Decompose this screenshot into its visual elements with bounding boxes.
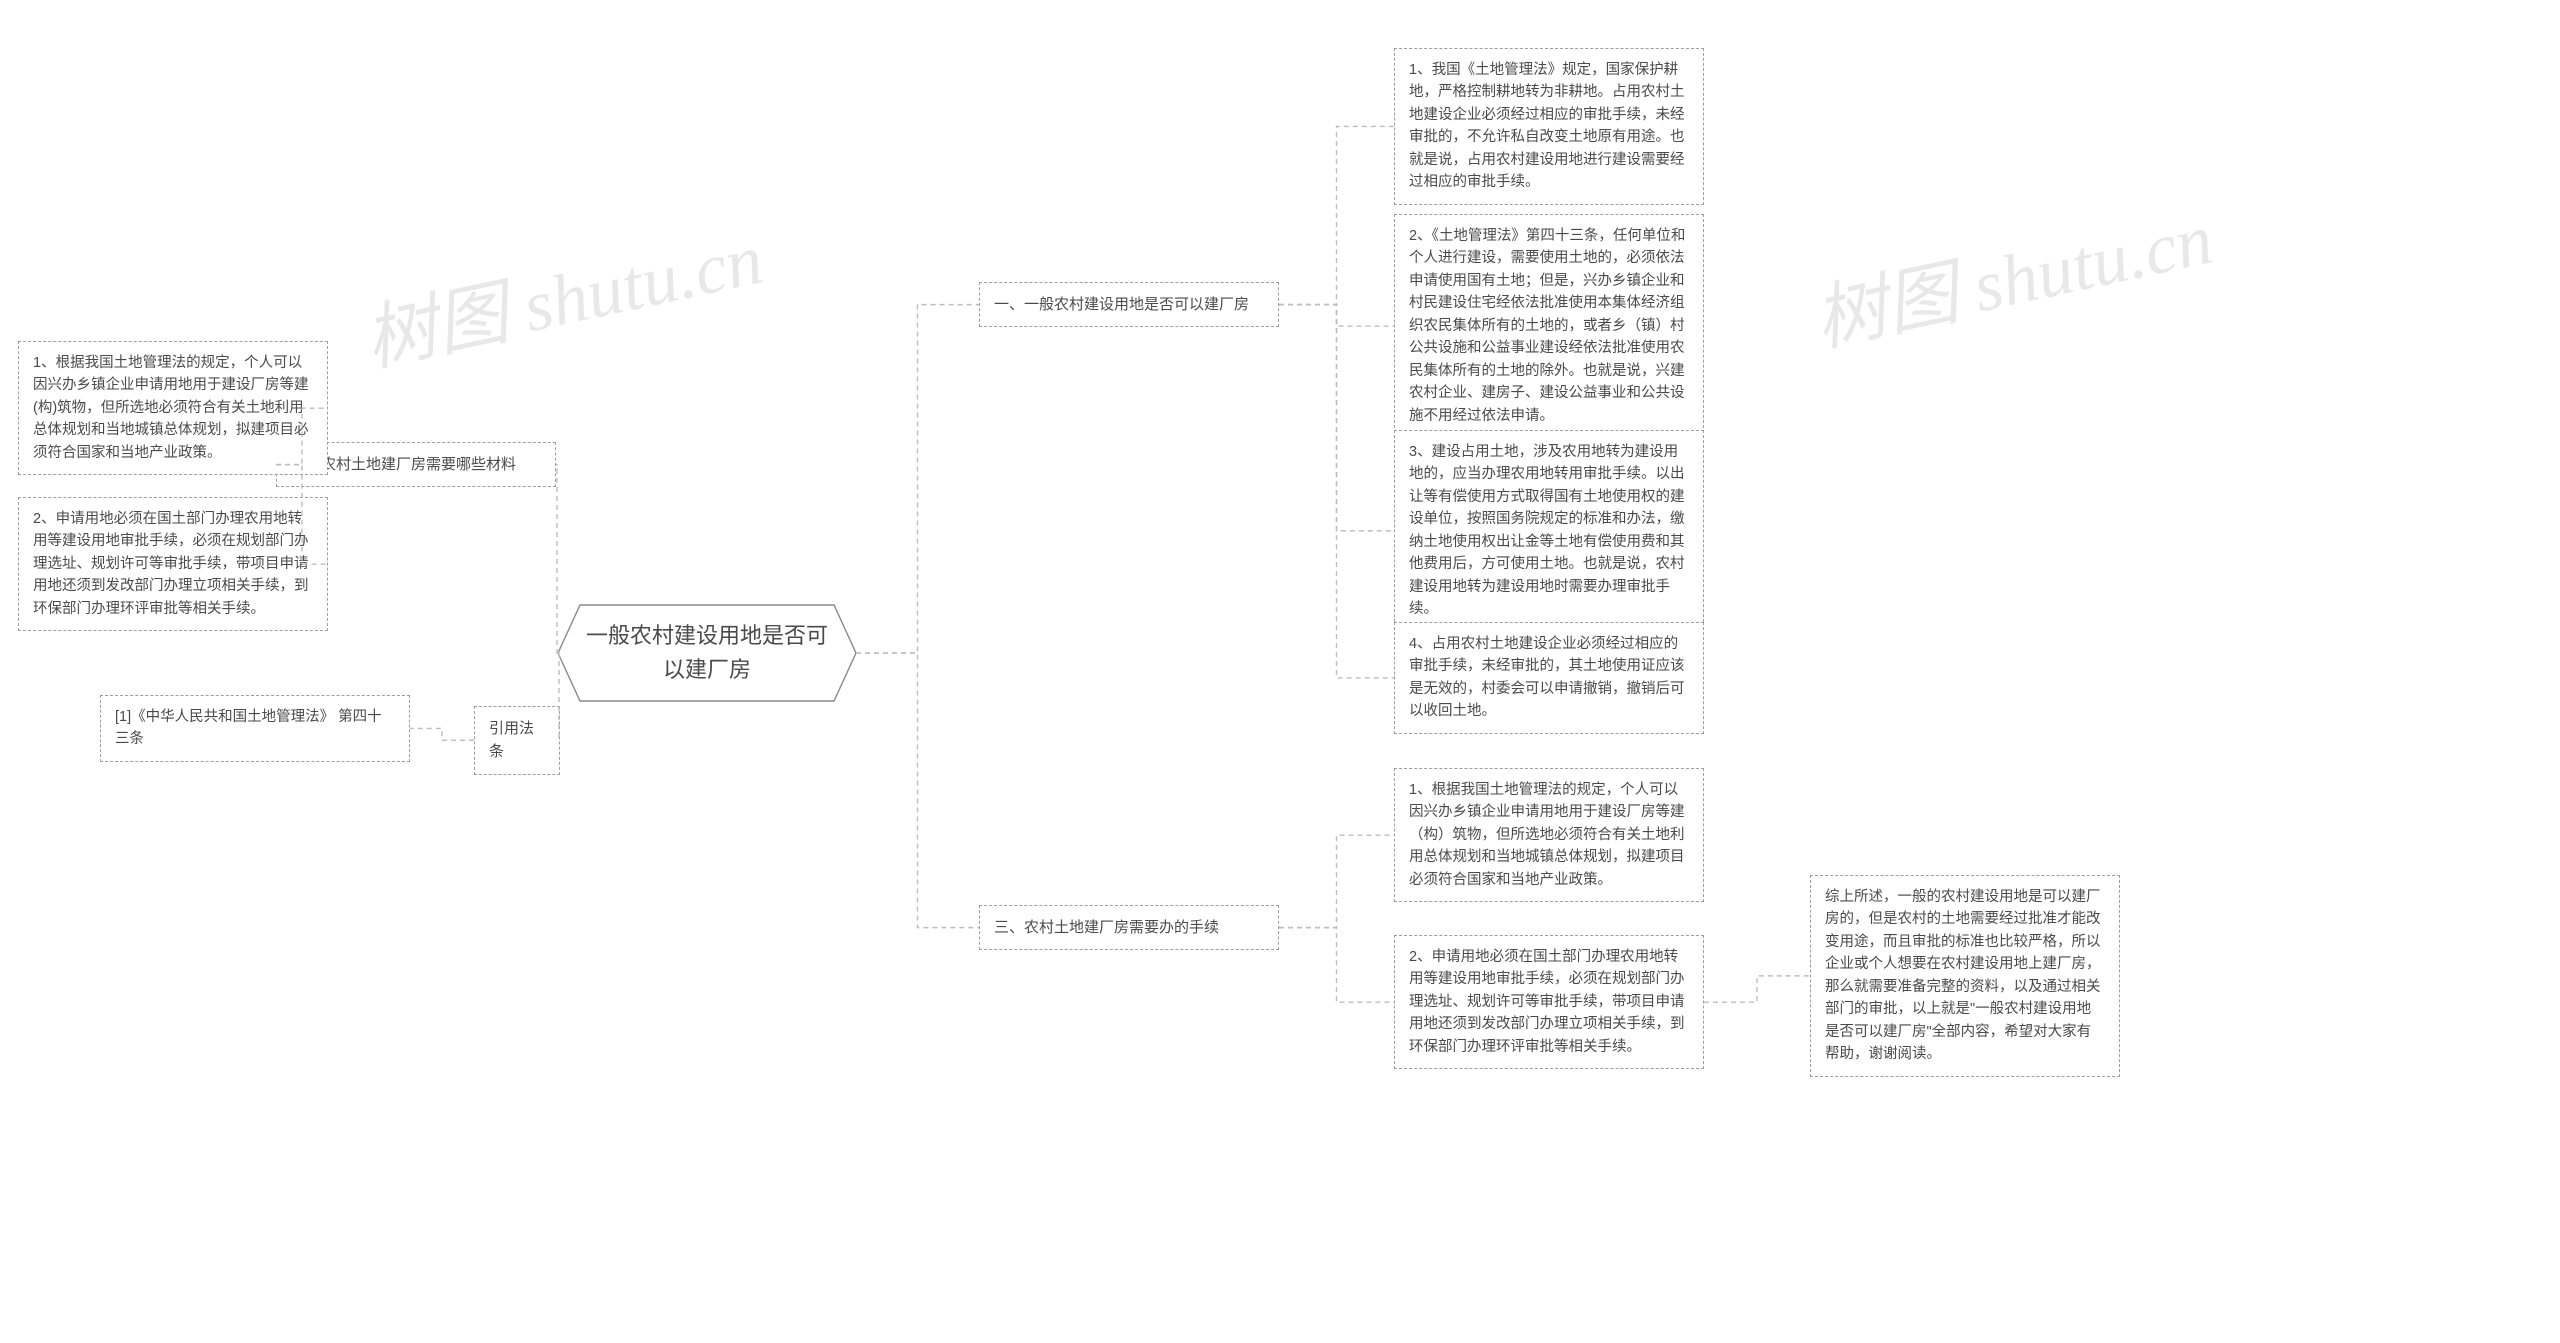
branch-label: 一、一般农村建设用地是否可以建厂房 [994, 296, 1249, 313]
leaf-r3-2[interactable]: 2、申请用地必须在国土部门办理农用地转用等建设用地审批手续，必须在规划部门办理选… [1394, 935, 1704, 1069]
leaf-r1-3[interactable]: 3、建设占用土地，涉及农用地转为建设用地的，应当办理农用地转用审批手续。以出让等… [1394, 430, 1704, 632]
leaf-ref-1[interactable]: [1]《中华人民共和国土地管理法》 第四十三条 [100, 695, 410, 762]
leaf-text: 2、《土地管理法》第四十三条，任何单位和个人进行建设，需要使用土地的，必须依法申… [1409, 228, 1685, 424]
root-node[interactable]: 一般农村建设用地是否可以建厂房 [558, 605, 856, 701]
leaf-text: 1、根据我国土地管理法的规定，个人可以因兴办乡镇企业申请用地用于建设厂房等建（构… [1409, 782, 1685, 888]
leaf-text: 1、我国《土地管理法》规定，国家保护耕地，严格控制耕地转为非耕地。占用农村土地建… [1409, 62, 1685, 190]
leaf-text: 2、申请用地必须在国土部门办理农用地转用等建设用地审批手续，必须在规划部门办理选… [1409, 949, 1685, 1055]
leaf-text: 2、申请用地必须在国土部门办理农用地转用等建设用地审批手续，必须在规划部门办理选… [33, 511, 309, 617]
branch-label: 引用法条 [489, 720, 534, 760]
branch-one[interactable]: 一、一般农村建设用地是否可以建厂房 [979, 282, 1279, 327]
leaf-text: 4、占用农村土地建设企业必须经过相应的审批手续，未经审批的，其土地使用证应该是无… [1409, 636, 1685, 719]
watermark: 树图 shutu.cn [1803, 179, 2220, 366]
leaf-text: 1、根据我国土地管理法的规定，个人可以因兴办乡镇企业申请用地用于建设厂房等建(构… [33, 355, 309, 461]
leaf-r1-4[interactable]: 4、占用农村土地建设企业必须经过相应的审批手续，未经审批的，其土地使用证应该是无… [1394, 622, 1704, 734]
leaf-text: 综上所述，一般的农村建设用地是可以建厂房的，但是农村的土地需要经过批准才能改变用… [1825, 889, 2101, 1062]
leaf-l2-1[interactable]: 1、根据我国土地管理法的规定，个人可以因兴办乡镇企业申请用地用于建设厂房等建(构… [18, 341, 328, 475]
leaf-r3-1[interactable]: 1、根据我国土地管理法的规定，个人可以因兴办乡镇企业申请用地用于建设厂房等建（构… [1394, 768, 1704, 902]
leaf-r3-summary[interactable]: 综上所述，一般的农村建设用地是可以建厂房的，但是农村的土地需要经过批准才能改变用… [1810, 875, 2120, 1077]
edge-layer [0, 0, 2560, 1343]
branch-label: 三、农村土地建厂房需要办的手续 [994, 919, 1219, 936]
branch-ref[interactable]: 引用法条 [474, 706, 560, 775]
watermark: 树图 shutu.cn [353, 199, 770, 386]
leaf-text: [1]《中华人民共和国土地管理法》 第四十三条 [115, 709, 382, 747]
leaf-l2-2[interactable]: 2、申请用地必须在国土部门办理农用地转用等建设用地审批手续，必须在规划部门办理选… [18, 497, 328, 631]
leaf-r1-2[interactable]: 2、《土地管理法》第四十三条，任何单位和个人进行建设，需要使用土地的，必须依法申… [1394, 214, 1704, 438]
branch-three[interactable]: 三、农村土地建厂房需要办的手续 [979, 905, 1279, 950]
leaf-text: 3、建设占用土地，涉及农用地转为建设用地的，应当办理农用地转用审批手续。以出让等… [1409, 444, 1685, 617]
leaf-r1-1[interactable]: 1、我国《土地管理法》规定，国家保护耕地，严格控制耕地转为非耕地。占用农村土地建… [1394, 48, 1704, 205]
root-label: 一般农村建设用地是否可以建厂房 [584, 619, 830, 687]
